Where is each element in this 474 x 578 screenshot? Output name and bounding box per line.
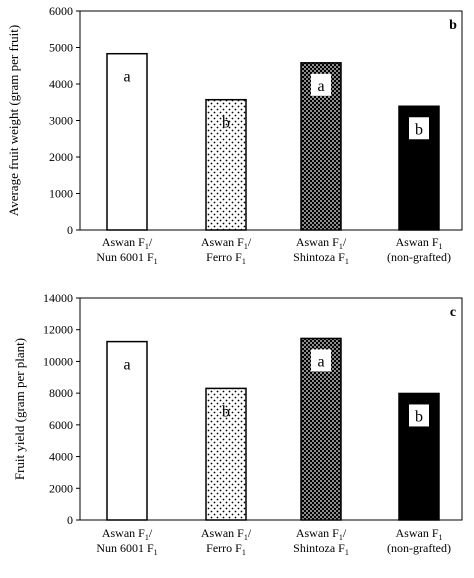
significance-letter: b: [415, 408, 423, 425]
bar: [106, 340, 148, 521]
y-tick-label: 12000: [43, 323, 73, 337]
panel-b-chart: 0 1000 2000 3000 4000 5000 6000 Average fruit w…: [6, 4, 463, 266]
y-tick-label: 5000: [49, 41, 73, 55]
category-label-line1: Aswan F1: [395, 235, 442, 251]
y-tick-label: 0: [67, 223, 73, 237]
significance-letter: b: [222, 115, 230, 132]
bar: [106, 52, 148, 231]
category-label-line2: Ferro F1: [206, 250, 246, 266]
y-tick-label: 4000: [49, 77, 73, 91]
significance-letter: a: [317, 353, 324, 370]
significance-letter: b: [415, 121, 423, 138]
category-label-line2: (non-grafted): [387, 541, 451, 555]
category-label-line2: Shintoza F1: [293, 250, 349, 266]
category-label-line1: Aswan F1/: [102, 235, 153, 251]
category-label-line1: Aswan F1/: [296, 526, 347, 542]
letter-box: [409, 117, 429, 140]
y-tick-label: 1000: [49, 187, 73, 201]
panel-label: b: [449, 18, 457, 33]
bar: [205, 387, 247, 521]
y-tick-label: 6000: [49, 418, 73, 432]
bar: [205, 98, 247, 231]
y-tick-label: 4000: [49, 450, 73, 464]
category-label-line2: Ferro F1: [206, 541, 246, 557]
letter-box: [311, 349, 331, 372]
y-tick-label: 10000: [43, 354, 73, 368]
category-label-line1: Aswan F1/: [201, 526, 252, 542]
category-label-line2: (non-grafted): [387, 250, 451, 264]
category-label-line1: Aswan F1/: [296, 235, 347, 251]
category-label-line2: Nun 6001 F1: [96, 541, 157, 557]
panel-c-chart: 0 2000 4000 6000 8000 10000 12000 14000 Fruit yi…: [12, 291, 463, 557]
y-tick-label: 14000: [43, 291, 73, 305]
category-label-line2: Nun 6001 F1: [96, 250, 157, 266]
significance-letter: b: [222, 403, 230, 420]
y-tick-label: 3000: [49, 114, 73, 128]
significance-letter: a: [123, 69, 130, 86]
panel-label: c: [450, 305, 456, 320]
y-tick-label: 0: [67, 513, 73, 527]
plot-frame: [79, 297, 463, 521]
significance-letter: a: [123, 357, 130, 374]
category-label-line2: Shintoza F1: [293, 541, 349, 557]
y-tick-label: 8000: [49, 386, 73, 400]
y-axis-label: Average fruit weight (gram per fruit): [6, 25, 21, 216]
y-axis-label: Fruit yield (gram per plant): [12, 338, 27, 480]
category-label-line1: Aswan F1/: [102, 526, 153, 542]
y-tick-label: 2000: [49, 150, 73, 164]
category-label-line1: Aswan F1: [395, 526, 442, 542]
category-label-line1: Aswan F1/: [201, 235, 252, 251]
y-tick-label: 6000: [49, 4, 73, 18]
letter-box: [311, 73, 331, 96]
y-tick-label: 2000: [49, 481, 73, 495]
significance-letter: a: [317, 78, 324, 95]
letter-box: [409, 404, 429, 427]
